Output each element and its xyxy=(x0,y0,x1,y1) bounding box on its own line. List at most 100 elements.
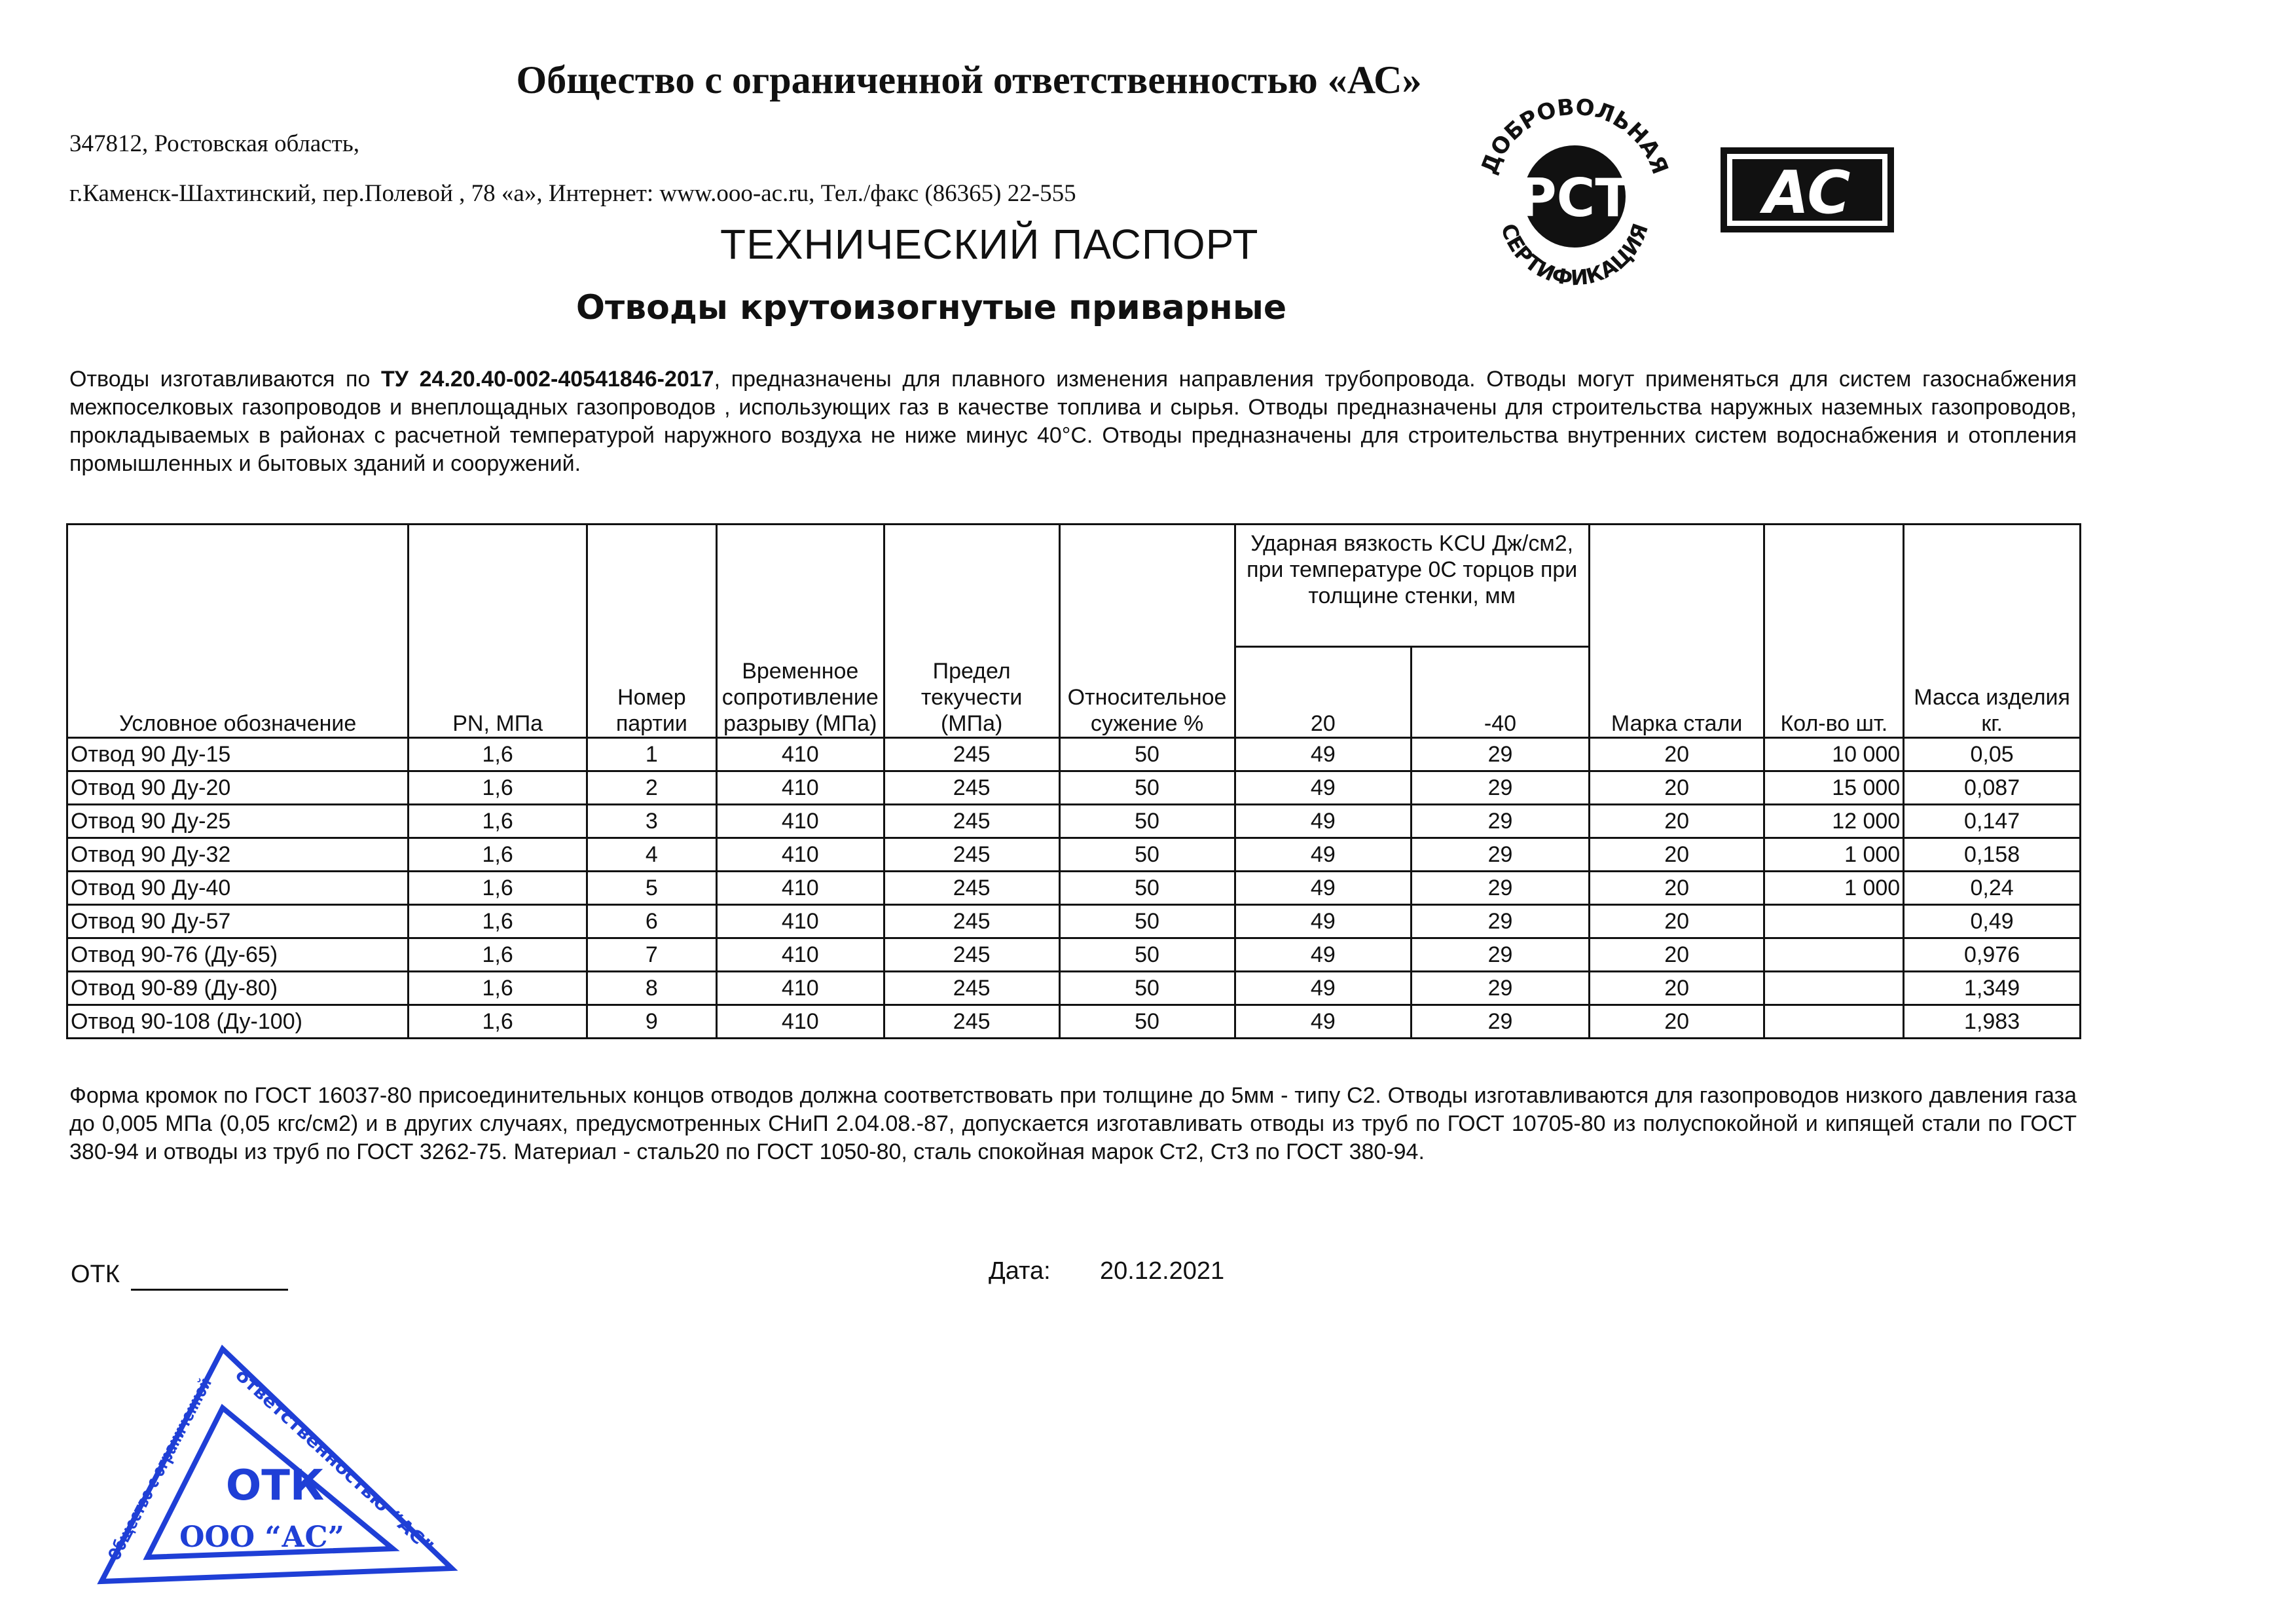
table-cell: 245 xyxy=(883,803,1061,839)
intro-text-pre: Отводы изготавливаются по xyxy=(69,367,382,392)
header-yield: Предел текучести (МПа) xyxy=(883,523,1061,739)
table-cell: 29 xyxy=(1410,770,1590,805)
table-cell: 0,976 xyxy=(1903,937,2081,972)
table-row: Отвод 90-89 (Ду-80) 1,6 8 410 245 50 49 29 20 1,3… xyxy=(65,970,2081,1006)
subheader-minus40: -40 xyxy=(1410,646,1590,739)
table-cell: Отвод 90 Ду-20 xyxy=(65,770,410,805)
table-cell xyxy=(1763,970,1905,1006)
table-cell: 1,6 xyxy=(407,904,588,939)
table-row: Отвод 90-108 (Ду-100) 1,6 9 410 245 50 49 29 20 1… xyxy=(65,1004,2081,1039)
table-cell: 410 xyxy=(715,1004,885,1039)
table-cell: 245 xyxy=(883,904,1061,939)
table-cell: 50 xyxy=(1058,870,1236,906)
table-cell: 0,24 xyxy=(1903,870,2081,906)
table-cell: 410 xyxy=(715,803,885,839)
table-cell: 0,49 xyxy=(1903,904,2081,939)
table-cell: 245 xyxy=(883,737,1061,772)
table-row: Отвод 90 Ду-32 1,6 4 410 245 50 49 29 20 1 000 0,1… xyxy=(65,837,2081,872)
table-row: Отвод 90 Ду-20 1,6 2 410 245 50 49 29 20 15 000 0,… xyxy=(65,770,2081,805)
table-cell: 50 xyxy=(1058,904,1236,939)
table-cell: 245 xyxy=(883,870,1061,906)
table-cell: 7 xyxy=(585,937,718,972)
table-cell: 9 xyxy=(585,1004,718,1039)
table-cell: 20 xyxy=(1588,770,1766,805)
table-cell: 245 xyxy=(883,937,1061,972)
table-cell: 50 xyxy=(1058,770,1236,805)
table-cell: 49 xyxy=(1233,837,1413,872)
table-cell: 8 xyxy=(585,970,718,1006)
table-cell xyxy=(1763,937,1905,972)
table-cell: 49 xyxy=(1233,770,1413,805)
table-cell xyxy=(1763,904,1905,939)
table-cell: 4 xyxy=(585,837,718,872)
header-impact: Ударная вязкость KCU Дж/см2, при темпера… xyxy=(1233,523,1590,648)
table-cell: 15 000 xyxy=(1763,770,1905,805)
table-cell: 1,6 xyxy=(407,803,588,839)
header-designation: Условное обозначение xyxy=(65,523,410,739)
table-cell: 50 xyxy=(1058,970,1236,1006)
table-row: Отвод 90 Ду-40 1,6 5 410 245 50 49 29 20 1 000 0,2… xyxy=(65,870,2081,906)
table-cell: 410 xyxy=(715,837,885,872)
organization-name: Общество с ограниченной ответственностью… xyxy=(516,58,1422,101)
table-cell: 1,983 xyxy=(1903,1004,2081,1039)
table-cell: 29 xyxy=(1410,937,1590,972)
ac-mark: AC xyxy=(1760,158,1851,227)
table-cell: 0,087 xyxy=(1903,770,2081,805)
table-cell: 410 xyxy=(715,870,885,906)
table-cell: Отвод 90 Ду-15 xyxy=(65,737,410,772)
document-subtitle: Отводы крутоизогнутые приварные xyxy=(575,288,1287,327)
table-cell: 49 xyxy=(1233,1004,1413,1039)
otk-stamp: Общество с ограниченной ответственностью… xyxy=(97,1344,458,1585)
intro-text-post: , предназначены для плавного изменения н… xyxy=(69,367,2077,476)
rst-mark: РСТ xyxy=(1518,168,1631,229)
table-cell: 2 xyxy=(585,770,718,805)
table-cell: 1,6 xyxy=(407,770,588,805)
table-cell: 1,6 xyxy=(407,970,588,1006)
table-cell: 0,05 xyxy=(1903,737,2081,772)
specs-table: Условное обозначение PN, МПа Номер парти… xyxy=(65,523,2081,1039)
table-cell: 50 xyxy=(1058,837,1236,872)
table-cell: 20 xyxy=(1588,803,1766,839)
table-cell: 49 xyxy=(1233,904,1413,939)
table-cell: 410 xyxy=(715,737,885,772)
table-cell: 29 xyxy=(1410,837,1590,872)
table-cell: 1,6 xyxy=(407,737,588,772)
table-cell: 1 xyxy=(585,737,718,772)
stamp-center: ОТК xyxy=(226,1462,324,1510)
table-cell: 245 xyxy=(883,837,1061,872)
document-title: ТЕХНИЧЕСКИЙ ПАСПОРТ xyxy=(720,221,1259,268)
table-cell: 49 xyxy=(1233,870,1413,906)
table-cell: 245 xyxy=(883,1004,1061,1039)
table-cell: 49 xyxy=(1233,737,1413,772)
table-cell: 410 xyxy=(715,770,885,805)
table-cell: 50 xyxy=(1058,937,1236,972)
table-cell: 20 xyxy=(1588,904,1766,939)
table-cell: 5 xyxy=(585,870,718,906)
header-batch: Номер партии xyxy=(585,523,718,739)
header-mass: Масса изделия кг. xyxy=(1903,523,2081,739)
table-cell: 29 xyxy=(1410,904,1590,939)
table-cell: 29 xyxy=(1410,870,1590,906)
table-cell: 410 xyxy=(715,937,885,972)
table-cell: 20 xyxy=(1588,870,1766,906)
table-cell: Отвод 90-89 (Ду-80) xyxy=(65,970,410,1006)
subheader-20: 20 xyxy=(1233,646,1413,739)
table-cell: 29 xyxy=(1410,970,1590,1006)
table-cell: Отвод 90 Ду-57 xyxy=(65,904,410,939)
table-cell: 29 xyxy=(1410,1004,1590,1039)
table-cell: 1,349 xyxy=(1903,970,2081,1006)
table-cell: 29 xyxy=(1410,803,1590,839)
table-row: Отвод 90 Ду-15 1,6 1 410 245 50 49 29 20 10 000 0,… xyxy=(65,737,2081,772)
table-cell: 3 xyxy=(585,803,718,839)
intro-paragraph: Отводы изготавливаются по ТУ 24.20.40-00… xyxy=(69,365,2077,478)
date-label: Дата: xyxy=(989,1257,1051,1285)
table-cell: 0,147 xyxy=(1903,803,2081,839)
ac-company-logo: AC xyxy=(1721,147,1894,232)
table-cell: Отвод 90-76 (Ду-65) xyxy=(65,937,410,972)
table-cell: 1,6 xyxy=(407,1004,588,1039)
signature-line xyxy=(131,1289,288,1291)
table-cell: 245 xyxy=(883,770,1061,805)
header-tensile: Временное сопротивление разрыву (МПа) xyxy=(715,523,885,739)
table-cell: Отвод 90 Ду-32 xyxy=(65,837,410,872)
table-cell: 20 xyxy=(1588,937,1766,972)
